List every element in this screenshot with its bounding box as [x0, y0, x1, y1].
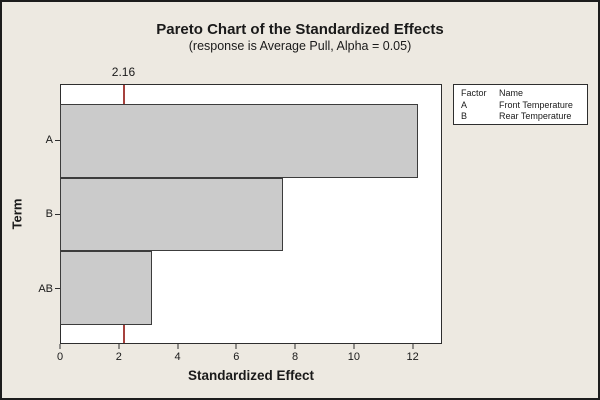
x-axis-tick: [59, 344, 61, 349]
bar-ab: [60, 251, 153, 326]
y-axis-categories: A B AB: [2, 103, 60, 326]
legend-factor: A: [461, 99, 468, 110]
legend-header-name: Name: [499, 88, 524, 98]
legend-header-factor: Factor: [461, 88, 487, 98]
x-axis-tick-label: 8: [292, 351, 299, 363]
y-category-label: A: [45, 134, 53, 147]
chart-title: Pareto Chart of the Standardized Effects: [156, 21, 444, 38]
legend-factor: B: [461, 111, 468, 121]
factor-legend: Factor Name A Front Temperature B Rear T…: [453, 84, 588, 125]
y-category-b: B: [2, 177, 60, 251]
x-axis-title: Standardized Effect: [187, 368, 315, 383]
y-category-label: B: [45, 208, 53, 221]
bar-row-b: [60, 177, 441, 252]
x-axis-tick-label: 6: [233, 351, 240, 363]
x-axis-tick: [177, 344, 179, 349]
y-axis-tick: [55, 288, 60, 290]
chart-subtitle: (response is Average Pull, Alpha = 0.05): [188, 39, 412, 53]
x-axis-tick-label: 12: [406, 351, 419, 363]
y-category-a: A: [2, 103, 60, 177]
x-axis-tick: [412, 344, 414, 349]
bar-a: [60, 104, 418, 178]
x-axis-tick-label: 0: [56, 351, 64, 363]
legend-name: Front Temperature: [499, 99, 573, 110]
plot-area: [60, 84, 442, 344]
x-axis-tick-label: 2: [115, 351, 122, 363]
x-axis-tick-label: 4: [174, 351, 181, 363]
x-axis-tick-label: 10: [347, 351, 360, 363]
x-axis-tick: [294, 344, 296, 349]
legend-row-b: B Rear Temperature: [461, 111, 585, 123]
legend-name: Rear Temperature: [499, 111, 572, 121]
x-axis-tick: [118, 344, 120, 349]
y-category-label: AB: [38, 282, 53, 295]
y-axis-tick: [55, 139, 60, 141]
reference-line-label-layer: 2.16: [60, 65, 442, 80]
y-axis-tick: [55, 213, 60, 215]
legend-row-a: A Front Temperature: [461, 100, 585, 112]
y-axis-title: Term: [9, 198, 25, 230]
bars-group: [60, 104, 441, 326]
x-axis: 0 2 4 6 8 10 12: [56, 344, 442, 368]
x-axis-tick: [353, 344, 355, 349]
x-axis-tick: [235, 344, 237, 349]
bar-row-ab: [60, 251, 441, 326]
bar-row-a: [60, 104, 441, 178]
reference-line-label: 2.16: [111, 65, 136, 79]
legend-header-row: Factor Name: [461, 88, 585, 100]
bar-b: [60, 177, 284, 252]
y-category-ab: AB: [2, 252, 60, 326]
